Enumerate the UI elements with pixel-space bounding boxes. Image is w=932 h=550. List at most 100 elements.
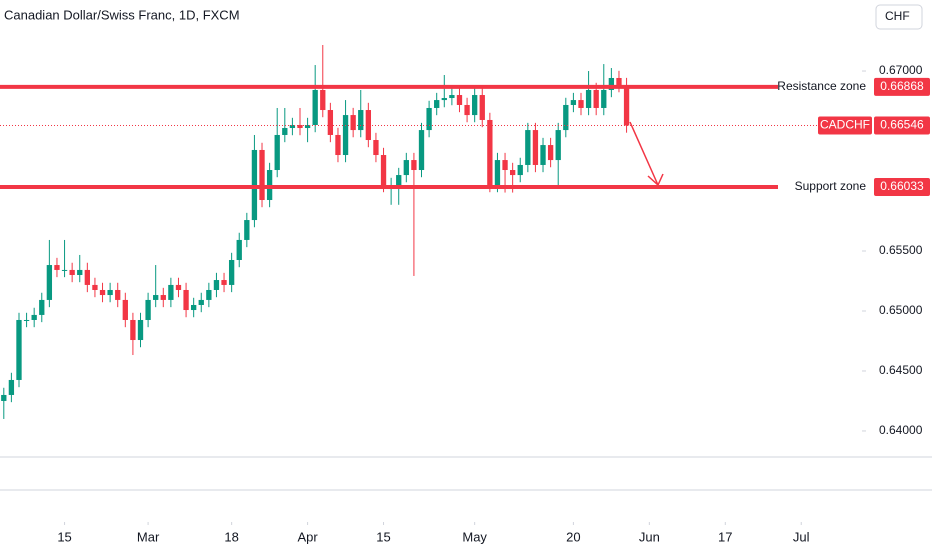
candle-body bbox=[479, 95, 485, 120]
candle-body bbox=[39, 299, 45, 315]
candle-body bbox=[396, 175, 402, 186]
candle-body bbox=[228, 259, 235, 285]
candle-body bbox=[54, 265, 60, 270]
candle-body bbox=[547, 145, 554, 161]
candle-body bbox=[221, 280, 227, 285]
candle-body bbox=[61, 269, 68, 271]
candle-body bbox=[31, 314, 37, 320]
candle-body bbox=[418, 130, 425, 171]
level-name: Resistance zone bbox=[777, 79, 866, 93]
candle-body bbox=[259, 149, 265, 201]
candle-body bbox=[487, 119, 493, 186]
candle-body bbox=[532, 130, 539, 165]
y-tick-label: 0.65500 bbox=[879, 243, 923, 257]
level-value-box bbox=[874, 77, 930, 96]
candle-body bbox=[335, 134, 341, 156]
candle-body bbox=[46, 265, 53, 300]
candle-body bbox=[160, 295, 166, 300]
level-value: 0.66868 bbox=[880, 79, 924, 93]
candle-body bbox=[92, 284, 98, 290]
x-tick-label: Mar bbox=[137, 529, 160, 544]
x-tick-label: 15 bbox=[376, 529, 390, 544]
candle-body bbox=[342, 115, 349, 156]
candle-body bbox=[426, 107, 432, 131]
candle-body bbox=[608, 77, 615, 90]
candle-body bbox=[198, 299, 204, 305]
candle-body bbox=[236, 239, 242, 260]
candle-body bbox=[107, 289, 113, 296]
x-tick-label: Jun bbox=[639, 529, 660, 544]
x-tick-label: 18 bbox=[224, 529, 238, 544]
candle-body bbox=[380, 155, 387, 186]
candle-body bbox=[555, 130, 561, 161]
candle-body bbox=[8, 379, 15, 395]
candle-body bbox=[137, 319, 144, 341]
candle-body bbox=[373, 140, 379, 156]
candle-body bbox=[449, 95, 455, 99]
candle-body bbox=[175, 284, 182, 290]
candle-body bbox=[464, 104, 470, 116]
y-tick-label: 0.64000 bbox=[879, 423, 923, 437]
x-tick-label: 15 bbox=[57, 529, 71, 544]
candle-body bbox=[122, 299, 128, 320]
candle-body bbox=[282, 128, 288, 135]
candle-body bbox=[183, 289, 189, 311]
candle-body bbox=[304, 125, 311, 129]
candle-body bbox=[563, 104, 569, 131]
level-value-box bbox=[874, 178, 930, 197]
candle-body bbox=[327, 110, 334, 135]
y-tick-label: 0.64500 bbox=[879, 363, 923, 377]
candle-body bbox=[191, 304, 197, 311]
x-tick-label: Apr bbox=[297, 529, 318, 544]
candle-body bbox=[23, 319, 30, 321]
candle-body bbox=[244, 220, 250, 240]
candle-body bbox=[472, 95, 478, 116]
x-tick-label: May bbox=[462, 529, 487, 544]
arrow bbox=[629, 121, 664, 187]
candle-body bbox=[130, 319, 136, 341]
candle-body bbox=[213, 280, 220, 290]
candle-body bbox=[578, 100, 584, 108]
candle-body bbox=[623, 85, 630, 126]
candle-body bbox=[434, 100, 440, 108]
candle-body bbox=[206, 289, 212, 300]
x-tick-label: 17 bbox=[718, 529, 732, 544]
candle-body bbox=[365, 110, 372, 141]
candle-body bbox=[312, 89, 318, 126]
candle-body bbox=[585, 89, 592, 108]
candle-body bbox=[16, 319, 22, 380]
candle-body bbox=[441, 98, 447, 101]
candle-body bbox=[350, 115, 356, 131]
currency-button[interactable] bbox=[875, 4, 923, 30]
candle-body bbox=[115, 289, 121, 300]
candle-body bbox=[593, 89, 599, 108]
candle-body bbox=[69, 269, 75, 275]
candle-body bbox=[517, 164, 523, 176]
last-price-name-box bbox=[818, 116, 872, 135]
last-price-value: 0.66546 bbox=[880, 118, 924, 132]
candle-body bbox=[456, 95, 463, 105]
candle-body bbox=[289, 125, 296, 129]
candle-body bbox=[502, 160, 508, 171]
candle-body bbox=[509, 170, 516, 176]
candle-body bbox=[616, 77, 622, 86]
last-price-name: CADCHF bbox=[820, 118, 870, 132]
level-value: 0.66033 bbox=[880, 179, 924, 193]
last-price-box bbox=[874, 116, 930, 135]
candle-body bbox=[251, 149, 258, 221]
x-tick-label: Jul bbox=[793, 529, 810, 544]
y-tick-label: 0.65000 bbox=[879, 303, 923, 317]
candle-body bbox=[99, 289, 106, 296]
candle-body bbox=[153, 295, 159, 300]
candle-body bbox=[266, 170, 273, 201]
candle-body bbox=[274, 134, 280, 171]
candle-body bbox=[525, 130, 531, 165]
level-name: Support zone bbox=[795, 179, 867, 193]
currency-label[interactable]: CHF bbox=[885, 9, 910, 23]
candle-body bbox=[320, 89, 326, 111]
candle-body bbox=[145, 299, 151, 320]
plot bbox=[0, 44, 862, 419]
y-tick-label: 0.67000 bbox=[879, 63, 923, 77]
candle-body bbox=[77, 269, 83, 275]
